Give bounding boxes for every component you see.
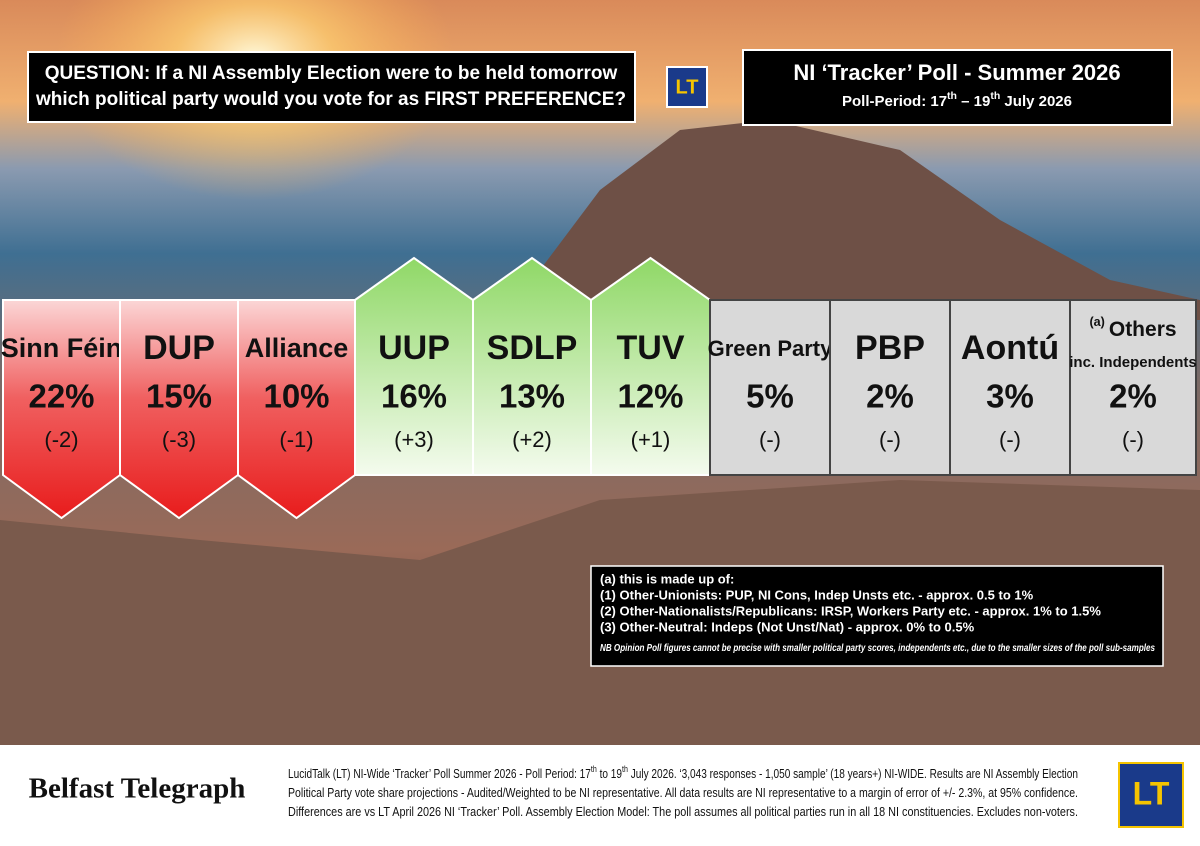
party-name: Green Party xyxy=(708,336,833,361)
logo: LT xyxy=(676,76,699,98)
party-share: 15% xyxy=(146,378,212,415)
text-part: – 19 xyxy=(957,93,990,110)
footer-logo-box xyxy=(1118,762,1184,828)
footnote: (a) this is made up of:(1) Other-Unionis… xyxy=(600,571,1155,653)
superscript: th xyxy=(947,90,957,102)
poll-box xyxy=(742,49,1173,126)
party-name: Sinn Féin xyxy=(1,333,123,363)
party-change: (-3) xyxy=(162,427,196,452)
text-part: July 2026 xyxy=(1000,93,1072,110)
party-change: (-) xyxy=(759,427,781,452)
party-change: (-) xyxy=(879,427,901,452)
logo-box xyxy=(666,66,708,108)
party-change: (-) xyxy=(999,427,1021,452)
party-change: (+2) xyxy=(512,427,552,452)
footer-line: Differences are vs LT April 2026 NI ‘Tra… xyxy=(288,805,1078,819)
footer-text: LucidTalk (LT) NI-Wide ‘Tracker’ Poll Su… xyxy=(288,764,1078,819)
text-part: Poll-Period: 17 xyxy=(842,93,947,110)
party-share: 5% xyxy=(746,378,794,415)
footnote-box xyxy=(590,565,1164,667)
poll-period: Poll-Period: 17th – 19th July 2026 xyxy=(842,90,1072,110)
party-name: Alliance xyxy=(245,333,349,363)
brand: Belfast Telegraph xyxy=(29,773,246,805)
party-name: PBP xyxy=(855,329,925,367)
party-change: (+3) xyxy=(394,427,434,452)
party-box xyxy=(2,299,121,520)
party-name-text: Others xyxy=(1109,318,1177,341)
party-name: DUP xyxy=(143,329,215,367)
party-name: SDLP xyxy=(487,329,578,367)
party-box xyxy=(119,299,239,520)
party-share: 22% xyxy=(28,378,94,415)
superscript: th xyxy=(990,90,1000,102)
party-change: (-) xyxy=(1122,427,1144,452)
footnote-line: (2) Other-Nationalists/Republicans: IRSP… xyxy=(600,603,1101,618)
footer-logo: LT xyxy=(1133,775,1170,811)
footer-line: Political Party vote share projections -… xyxy=(288,786,1078,800)
text-part: to 19 xyxy=(597,767,622,781)
party-name: UUP xyxy=(378,329,450,367)
party-share: 10% xyxy=(263,378,329,415)
question-line: QUESTION: If a NI Assembly Election were… xyxy=(45,63,618,84)
superscript: th xyxy=(622,764,628,774)
party-change: (+1) xyxy=(631,427,671,452)
party-box xyxy=(237,299,356,520)
party-name: (a) Others xyxy=(1089,315,1176,340)
party-name: TUV xyxy=(617,329,685,367)
text-part: Political Party vote share projections -… xyxy=(288,786,1078,800)
party-subname: inc. Independents xyxy=(1069,354,1197,371)
party-box xyxy=(1069,299,1197,476)
question-box xyxy=(27,51,636,123)
poll-title: NI ‘Tracker’ Poll - Summer 2026 xyxy=(793,60,1120,85)
footer-line: LucidTalk (LT) NI-Wide ‘Tracker’ Poll Su… xyxy=(288,764,1078,781)
text-part: July 2026. ‘3,043 responses - 1,050 samp… xyxy=(628,767,1078,781)
text-part: Differences are vs LT April 2026 NI ‘Tra… xyxy=(288,805,1078,819)
party-name: Aontú xyxy=(961,329,1059,367)
rock-columns xyxy=(540,120,1200,320)
note: (a) xyxy=(1089,315,1104,329)
footer xyxy=(0,745,1200,846)
superscript: th xyxy=(591,764,597,774)
footnote-line: (1) Other-Unionists: PUP, NI Cons, Indep… xyxy=(600,587,1034,602)
footnote-line: (a) this is made up of: xyxy=(600,571,734,586)
party-share: 3% xyxy=(986,378,1034,415)
footnote-nb: NB Opinion Poll figures cannot be precis… xyxy=(600,642,1155,654)
party-change: (-2) xyxy=(44,427,78,452)
footnote-line: (3) Other-Neutral: Indeps (Not Unst/Nat)… xyxy=(600,619,975,634)
party-share: 16% xyxy=(381,378,447,415)
party-change: (-1) xyxy=(279,427,313,452)
party-share: 13% xyxy=(499,378,565,415)
party-share: 12% xyxy=(617,378,683,415)
question-line: which political party would you vote for… xyxy=(35,89,626,110)
text-part: LucidTalk (LT) NI-Wide ‘Tracker’ Poll Su… xyxy=(288,767,591,781)
party-row: Sinn Féin 22% (-2) DUP 15% (-3) Alliance 10% (-1… xyxy=(1,256,1197,520)
party-share: 2% xyxy=(1109,378,1157,415)
party-share: 2% xyxy=(866,378,914,415)
